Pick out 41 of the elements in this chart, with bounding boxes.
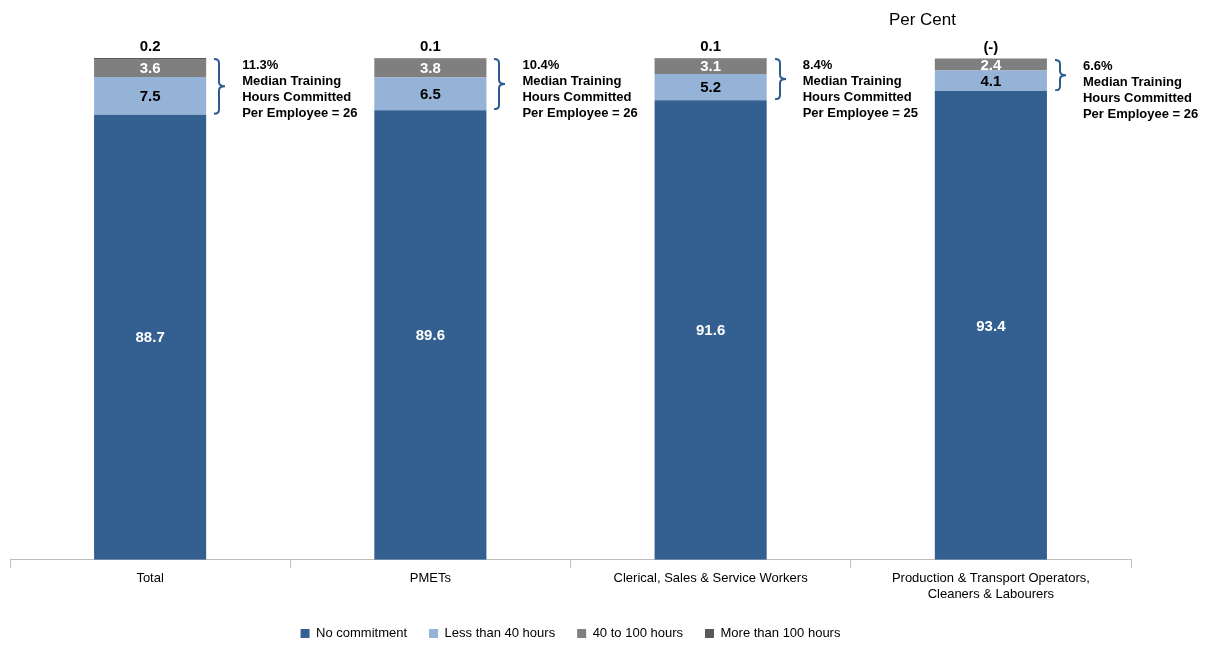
bar [374,110,487,560]
bar [654,74,767,101]
x-tick-label: Production & Transport Operators, Cleaners & Labourers [891,570,1090,601]
data-label: 5.2 [700,78,722,96]
bar [94,114,207,560]
data-label: 4.1 [980,71,1002,89]
data-label: 0.1 [700,37,722,55]
bar [94,59,207,78]
data-label: 93.4 [976,316,1007,334]
bar [654,100,767,560]
bar [934,91,1047,560]
data-label: 3.1 [700,57,722,75]
y-axis-title: Per Cent [888,10,956,30]
bar [934,58,1047,71]
annotation: 6.6% Median Training Hours Committed Per Employee = 26 [1082,57,1200,122]
annotation: 11.3% Median Training Hours Committed Per Employee = 26 [242,57,359,121]
x-tick-label: Total [136,570,164,586]
data-label: 3.6 [139,59,161,77]
bar [934,70,1047,92]
data-label: 91.6 [696,321,726,339]
bar [654,58,767,75]
annotation: 8.4% Median Training Hours Committed Per Employee = 25 [802,57,919,121]
annotation: 10.4% Median Training Hours Committed Per Employee = 26 [522,57,639,121]
data-label: 89.6 [415,326,445,344]
data-label: 7.5 [139,87,161,105]
bar [374,58,487,78]
data-label: 6.5 [419,85,441,103]
bar [94,77,207,115]
data-label: 88.7 [135,328,165,346]
legend-label: Less than 40 hours [444,625,556,641]
data-label: 0.1 [419,37,441,55]
data-label: 3.8 [419,59,441,77]
legend-label: No commitment [316,625,408,641]
data-label: 0.2 [139,37,161,55]
legend-label: 40 to 100 hours [592,625,684,641]
bar [374,77,487,111]
legend-label: More than 100 hours [720,625,841,641]
data-label: (-) [983,37,999,55]
x-tick-label: Clerical, Sales & Service Workers [613,570,809,586]
data-label: 2.4 [980,55,1002,73]
x-tick-label: PMETs [409,570,452,586]
